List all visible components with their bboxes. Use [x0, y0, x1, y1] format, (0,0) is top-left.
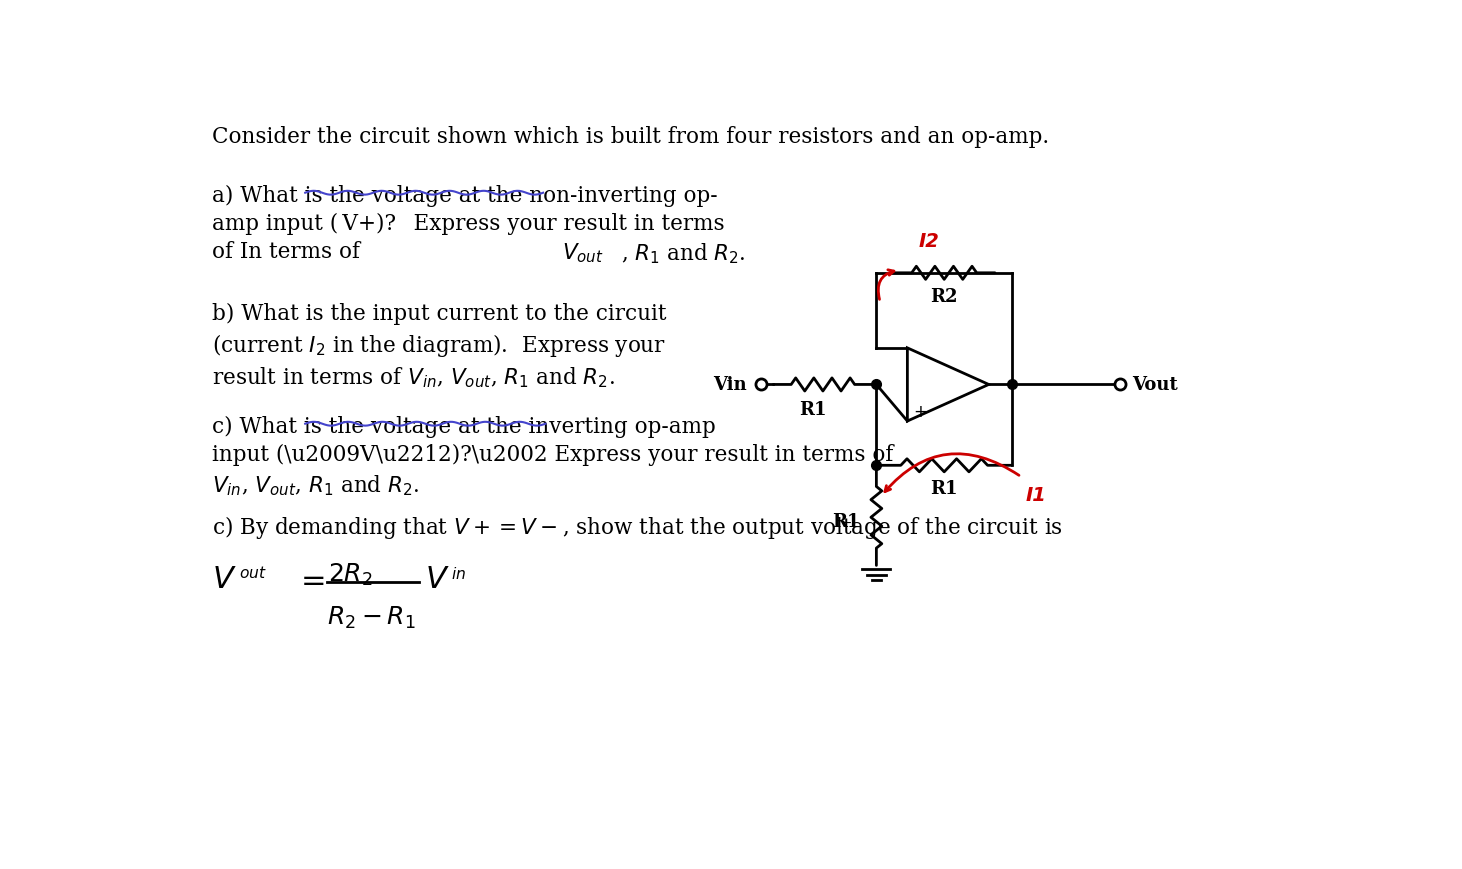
Text: I2: I2: [920, 232, 940, 250]
Text: R1: R1: [798, 401, 826, 418]
Text: b) What is the input current to the circuit
(current $I_2$ in the diagram).  Exp: b) What is the input current to the circ…: [212, 302, 667, 390]
Text: $2R_2$: $2R_2$: [329, 561, 373, 587]
Text: R1: R1: [930, 480, 958, 498]
Text: R2: R2: [930, 288, 958, 305]
Text: R1: R1: [832, 513, 860, 530]
Text: a) What is the voltage at the non-inverting op-
amp input ( V+)?  Express your r: a) What is the voltage at the non-invert…: [212, 185, 725, 263]
Text: , $R_1$ and $R_2$.: , $R_1$ and $R_2$.: [621, 241, 746, 265]
Text: $\mathit{V}$: $\mathit{V}$: [424, 564, 449, 594]
Text: $_{in}$: $_{in}$: [450, 561, 466, 581]
Text: Consider the circuit shown which is built from four resistors and an op-amp.: Consider the circuit shown which is buil…: [212, 126, 1050, 148]
Text: c) What is the voltage at the inverting op-amp
input (\u2009V\u2212)?\u2002 Expr: c) What is the voltage at the inverting …: [212, 415, 893, 497]
Text: +: +: [912, 402, 927, 421]
Text: Vout: Vout: [1132, 376, 1178, 394]
Text: $R_2 - R_1$: $R_2 - R_1$: [327, 604, 415, 630]
Text: $\mathit{V}$: $\mathit{V}$: [212, 564, 237, 594]
Text: $_{out}$: $_{out}$: [238, 561, 266, 581]
Text: $=$: $=$: [295, 564, 326, 594]
Text: Vin: Vin: [713, 376, 747, 394]
Text: $V_{out}$: $V_{out}$: [563, 241, 604, 264]
Text: c) By demanding that $V+ = V-$, show that the output voltage of the circuit is: c) By demanding that $V+ = V-$, show tha…: [212, 514, 1063, 541]
Text: I1: I1: [1026, 486, 1047, 505]
